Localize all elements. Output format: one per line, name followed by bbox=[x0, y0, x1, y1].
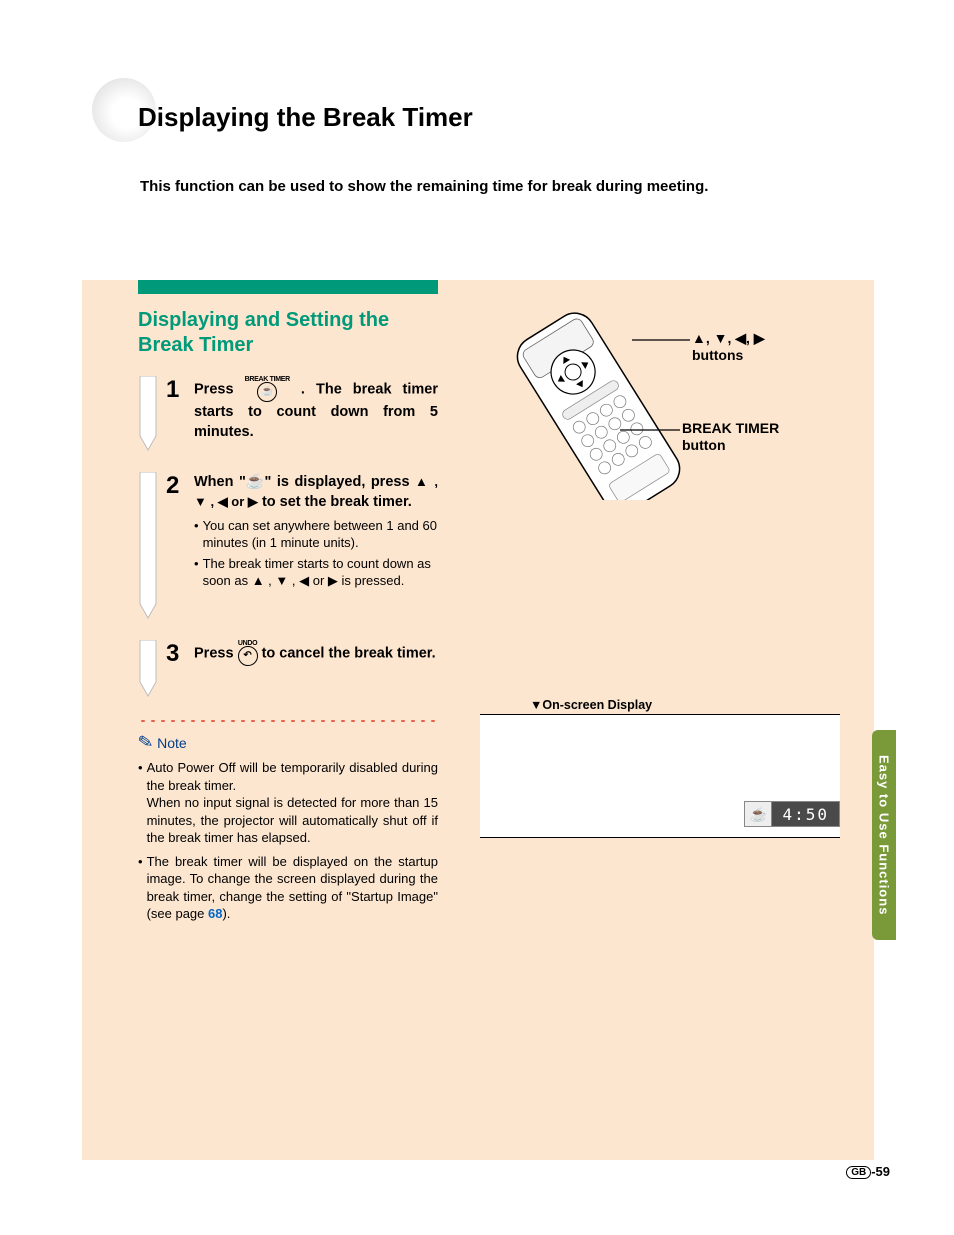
page-reference-link[interactable]: 68 bbox=[208, 906, 222, 921]
list-item: The break timer starts to count down as … bbox=[194, 556, 438, 590]
page-number: GB-59 bbox=[846, 1164, 890, 1179]
step-text: to cancel the break timer. bbox=[262, 646, 436, 662]
step-connector bbox=[138, 640, 166, 700]
step-3: 3 Press UNDO ↶ to cancel the break timer… bbox=[138, 640, 438, 700]
step-2: 2 When "☕" is displayed, press ▲ , ▼ , ◀… bbox=[138, 472, 438, 622]
callout-arrow-buttons: ▲, ▼, ◀, ▶ buttons bbox=[692, 330, 765, 364]
page-title: Displaying the Break Timer bbox=[138, 102, 473, 133]
list-item: The break timer will be displayed on the… bbox=[138, 853, 438, 923]
remote-illustration: ▲, ▼, ◀, ▶ buttons BREAK TIMER button bbox=[480, 300, 860, 510]
step-body: Press UNDO ↶ to cancel the break timer. bbox=[194, 640, 436, 700]
osd-time-value: 4:50 bbox=[772, 801, 840, 827]
remote-svg bbox=[480, 300, 720, 500]
left-column: Displaying and Setting the Break Timer 1… bbox=[138, 280, 438, 929]
osd-label: ▼On-screen Display bbox=[530, 698, 652, 712]
note-label: Note bbox=[157, 735, 187, 751]
step-connector bbox=[138, 472, 166, 622]
list-item: Auto Power Off will be temporarily disab… bbox=[138, 759, 438, 847]
break-timer-button-icon: BREAK TIMER ☕ bbox=[245, 376, 290, 403]
osd-display-box: ☕ 4:50 bbox=[480, 714, 840, 838]
step-1: 1 Press BREAK TIMER ☕ . The break timer … bbox=[138, 376, 438, 454]
cup-icon: ☕ bbox=[246, 472, 265, 492]
section-accent-bar bbox=[138, 280, 438, 294]
step-text: " is displayed, press bbox=[265, 474, 415, 490]
list-item: You can set anywhere between 1 and 60 mi… bbox=[194, 518, 438, 552]
step-sub-bullets: You can set anywhere between 1 and 60 mi… bbox=[194, 518, 438, 590]
callout-break-timer-button: BREAK TIMER button bbox=[682, 420, 779, 454]
step-body: Press BREAK TIMER ☕ . The break timer st… bbox=[194, 376, 438, 454]
note-bullets: Auto Power Off will be temporarily disab… bbox=[138, 759, 438, 923]
right-column: ▲, ▼, ◀, ▶ buttons BREAK TIMER button bbox=[480, 300, 860, 510]
step-body: When "☕" is displayed, press ▲ , ▼ , ◀ o… bbox=[194, 472, 438, 622]
section-side-tab: Easy to Use Functions bbox=[872, 730, 896, 940]
cup-icon: ☕ bbox=[744, 801, 772, 827]
dotted-divider bbox=[138, 718, 438, 724]
step-number: 3 bbox=[166, 640, 194, 700]
section-subheading: Displaying and Setting the Break Timer bbox=[138, 308, 438, 358]
step-text: to set the break timer. bbox=[258, 494, 412, 510]
step-number: 2 bbox=[166, 472, 194, 622]
step-text: Press bbox=[194, 382, 245, 398]
osd-timer: ☕ 4:50 bbox=[744, 801, 840, 827]
intro-text: This function can be used to show the re… bbox=[140, 178, 708, 195]
step-number: 1 bbox=[166, 376, 194, 454]
step-text: When " bbox=[194, 474, 246, 490]
note-heading: ✎ Note bbox=[138, 732, 438, 753]
region-badge: GB bbox=[846, 1166, 871, 1179]
pencil-icon: ✎ bbox=[136, 731, 155, 754]
page: Displaying the Break Timer This function… bbox=[0, 0, 954, 1235]
undo-button-icon: UNDO ↶ bbox=[238, 640, 258, 667]
step-text: Press bbox=[194, 646, 238, 662]
step-connector bbox=[138, 376, 166, 454]
